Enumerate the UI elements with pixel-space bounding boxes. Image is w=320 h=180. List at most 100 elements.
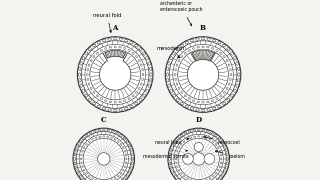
Circle shape [98,153,110,165]
Ellipse shape [88,48,91,51]
Polygon shape [100,53,131,90]
Ellipse shape [75,148,77,151]
Ellipse shape [120,143,122,145]
Ellipse shape [220,52,222,54]
Ellipse shape [82,178,84,180]
Ellipse shape [176,64,178,66]
Ellipse shape [220,154,221,156]
Circle shape [165,37,241,112]
Ellipse shape [82,57,84,60]
Ellipse shape [99,136,101,137]
Ellipse shape [128,98,130,100]
Ellipse shape [126,158,127,160]
Ellipse shape [97,105,100,108]
Ellipse shape [126,175,128,177]
Ellipse shape [87,78,89,81]
Ellipse shape [86,173,87,174]
Ellipse shape [209,139,211,140]
Ellipse shape [109,46,112,48]
Ellipse shape [218,105,221,108]
Ellipse shape [146,89,148,93]
Ellipse shape [212,107,216,110]
Ellipse shape [190,39,194,42]
Ellipse shape [86,143,87,145]
Ellipse shape [177,166,178,168]
Ellipse shape [193,129,196,131]
Ellipse shape [227,48,230,51]
Ellipse shape [74,158,76,160]
Ellipse shape [82,150,83,152]
Ellipse shape [198,136,200,137]
Ellipse shape [234,89,236,93]
Ellipse shape [166,73,168,76]
Ellipse shape [77,171,79,174]
Ellipse shape [212,39,216,42]
Ellipse shape [123,147,124,148]
Ellipse shape [173,94,175,97]
Ellipse shape [124,39,128,42]
Polygon shape [105,51,125,58]
Ellipse shape [174,73,176,76]
Ellipse shape [231,94,233,97]
Ellipse shape [190,107,194,110]
Ellipse shape [80,84,82,87]
Ellipse shape [139,98,142,101]
Ellipse shape [84,169,85,171]
Ellipse shape [226,60,228,62]
Circle shape [168,128,229,180]
Ellipse shape [111,130,114,132]
Ellipse shape [176,162,177,164]
Ellipse shape [206,130,209,132]
Ellipse shape [89,132,92,134]
Ellipse shape [82,166,83,168]
Ellipse shape [212,176,214,177]
Ellipse shape [174,175,176,177]
Ellipse shape [79,141,81,143]
Ellipse shape [192,48,195,49]
Ellipse shape [146,57,148,60]
Ellipse shape [207,109,211,111]
Ellipse shape [116,132,118,134]
Ellipse shape [124,166,126,168]
Ellipse shape [130,41,133,44]
Ellipse shape [132,162,133,165]
Ellipse shape [180,134,183,136]
Ellipse shape [184,52,186,54]
Ellipse shape [142,69,143,71]
Ellipse shape [166,67,169,71]
Ellipse shape [107,136,109,137]
Ellipse shape [224,144,226,147]
Ellipse shape [102,39,106,42]
Ellipse shape [143,52,146,55]
Ellipse shape [139,48,142,51]
Ellipse shape [124,48,126,49]
Ellipse shape [173,52,175,55]
Ellipse shape [218,178,220,180]
Ellipse shape [215,143,217,145]
Ellipse shape [90,60,92,62]
Ellipse shape [228,64,230,66]
Ellipse shape [124,107,128,110]
Ellipse shape [79,175,81,177]
Ellipse shape [202,136,204,137]
Ellipse shape [221,141,223,143]
Ellipse shape [226,87,228,90]
Ellipse shape [180,102,184,105]
Ellipse shape [212,141,214,142]
Ellipse shape [181,56,183,58]
Ellipse shape [92,44,96,47]
Ellipse shape [218,41,221,44]
Ellipse shape [92,102,96,105]
Ellipse shape [120,173,122,174]
Ellipse shape [220,95,222,97]
Ellipse shape [117,141,119,142]
Ellipse shape [129,171,131,174]
Ellipse shape [166,78,169,82]
Ellipse shape [96,95,99,97]
Ellipse shape [177,137,179,140]
Ellipse shape [131,166,132,169]
Ellipse shape [176,48,179,51]
Ellipse shape [184,132,187,134]
Ellipse shape [92,178,93,179]
Ellipse shape [81,158,82,160]
